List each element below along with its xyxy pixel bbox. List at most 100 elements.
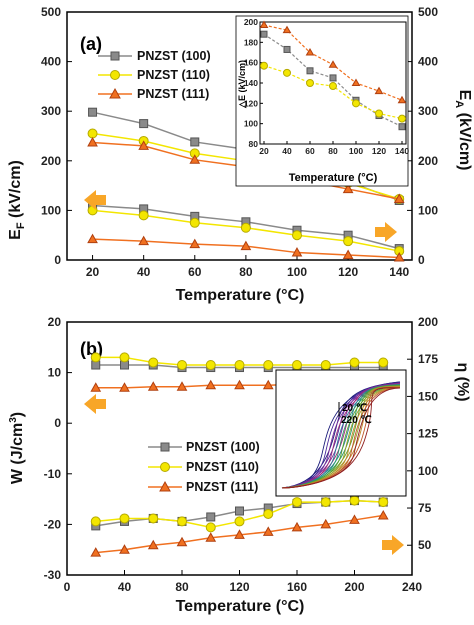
- panel-a-x-axis-label: Temperature (°C): [176, 287, 305, 304]
- inset-y-axis-label: △E (kV/cm): [237, 60, 247, 109]
- panel-a: (a) 0 100 200 300 400 500 0 100 200 300 400 500 20…: [7, 5, 473, 304]
- inset-label-220C: 220 ℃: [341, 415, 372, 426]
- y2-tick-label: 0: [418, 253, 425, 267]
- legend-circle-marker: [110, 70, 120, 80]
- inset-y-tick-label: 120: [244, 98, 258, 108]
- series-2-eta-point: [263, 508, 274, 519]
- panel-b-y2-axis-label: η (%): [454, 362, 471, 401]
- series-2-eta-point: [119, 513, 130, 524]
- inset-series-1-point: [260, 30, 268, 38]
- y2-tick-label: 100: [418, 464, 438, 478]
- series-2-W-point: [263, 360, 274, 371]
- series-2-EA-point: [189, 217, 200, 228]
- series-2-eta-point: [234, 516, 245, 527]
- series-2-eta-point: [90, 516, 101, 527]
- panel-a-y-ticks: 0 100 200 300 400 500: [41, 5, 72, 267]
- series-2-eta-point: [205, 522, 216, 533]
- legend-label-100: PNZST (100): [137, 49, 211, 63]
- series-3-EF-point: [342, 183, 354, 194]
- inset-label-20C: 20 ℃: [342, 403, 367, 414]
- panel-b-x-axis-label: Temperature (°C): [176, 598, 305, 615]
- inset-series-3-point: [282, 25, 292, 34]
- y-tick-label: 100: [41, 203, 61, 217]
- y2-tick-label: 200: [418, 154, 438, 168]
- series-2-W-point: [234, 360, 245, 371]
- series-3-eta-point: [291, 521, 303, 532]
- hysteresis-loop-curve: [281, 386, 401, 489]
- series-2-W-point: [177, 360, 187, 371]
- y-tick-label: 200: [41, 154, 61, 168]
- x-tick-label: 200: [344, 580, 364, 594]
- inset-y-tick-label: 80: [249, 139, 259, 149]
- y2-tick-label: 100: [418, 203, 438, 217]
- inset-x-axis-label: Temperature (°C): [289, 172, 378, 184]
- series-2-EA-point: [138, 210, 149, 221]
- y2-tick-label: 500: [418, 5, 438, 19]
- series-3-EA-point: [393, 252, 405, 262]
- y-tick-label: 300: [41, 104, 61, 118]
- series-3-EF-point: [189, 154, 201, 164]
- x-tick-label: 0: [64, 580, 71, 594]
- y-tick-label: -20: [44, 517, 62, 531]
- panel-b-y2-ticks: 50 75 100 125 150 175 200: [407, 315, 438, 552]
- inset-x-tick-label: 80: [328, 146, 338, 156]
- inset-y-tick-label: 100: [244, 119, 258, 129]
- inset-series-2-point: [352, 99, 360, 108]
- inset-series-2-point: [283, 68, 291, 77]
- series-3-W-point: [119, 382, 130, 392]
- inset-series-1-point: [283, 45, 291, 53]
- series-2-EF-point: [87, 128, 98, 139]
- x-tick-label: 20: [86, 265, 100, 279]
- panel-a-y-axis-label: EF (kV/cm): [7, 160, 27, 240]
- y2-tick-label: 150: [418, 389, 438, 403]
- panel-b-hysteresis-inset: 20 ℃ 220 ℃: [275, 369, 407, 497]
- hysteresis-loop-curve: [281, 387, 401, 489]
- series-1-EF-point: [190, 137, 200, 147]
- inset-series-2-point: [306, 79, 314, 87]
- series-3-eta-point: [262, 526, 274, 536]
- legend-circle-marker: [160, 462, 170, 472]
- series-3-W-point: [262, 379, 274, 390]
- series-3-EA-point: [291, 247, 303, 257]
- y2-tick-label: 175: [418, 352, 438, 366]
- series-2-eta-point: [378, 497, 389, 508]
- inset-y-tick-label: 160: [244, 58, 258, 68]
- panel-a-right-arrow-icon: [375, 222, 397, 242]
- panel-a-left-arrow-icon: [84, 190, 106, 210]
- inset-series-3-point: [374, 86, 384, 95]
- series-3-EF-point: [393, 193, 405, 203]
- hysteresis-loop-curve: [281, 383, 401, 489]
- inset-series-3-point: [351, 78, 361, 86]
- panel-b-right-arrow-icon: [382, 535, 404, 555]
- y-tick-label: 0: [54, 253, 61, 267]
- hysteresis-loops: [281, 381, 401, 489]
- series-3-eta-point: [377, 509, 389, 520]
- inset-x-tick-label: 40: [282, 146, 292, 156]
- x-tick-label: 160: [287, 580, 307, 594]
- panel-b-x-ticks: 0 40 80 120 160 200 240: [64, 570, 422, 594]
- inset-series: [259, 20, 407, 131]
- y2-tick-label: 400: [418, 55, 438, 69]
- series-2-W-point: [90, 352, 101, 363]
- panel-b-y-axis-label: W (J/cm3): [8, 412, 26, 484]
- series-2-eta-point: [320, 497, 331, 508]
- panel-a-label: (a): [80, 34, 102, 54]
- series-3-EA-point: [342, 249, 354, 260]
- panel-a-plot-frame: [66, 11, 413, 261]
- inset-x-tick-label: 120: [372, 146, 386, 156]
- series-3-W-point: [205, 379, 217, 390]
- legend-label-111: PNZST (111): [186, 480, 258, 494]
- series-2-W-point: [349, 357, 360, 368]
- series-3-eta-point: [234, 529, 245, 539]
- series-3-eta-point: [147, 539, 159, 550]
- panel-a-x-ticks: 20 40 60 80 100 120 140: [86, 255, 410, 279]
- panel-a-y2-axis-label: EA (kV/cm): [453, 90, 473, 171]
- legend-label-111: PNZST (111): [137, 87, 209, 101]
- series-2-eta-point: [177, 516, 187, 527]
- series-3-EA-point: [138, 235, 150, 246]
- inset-series-2-point: [398, 114, 406, 123]
- series-3-W-point: [176, 381, 188, 391]
- series-3-eta-point: [349, 514, 360, 524]
